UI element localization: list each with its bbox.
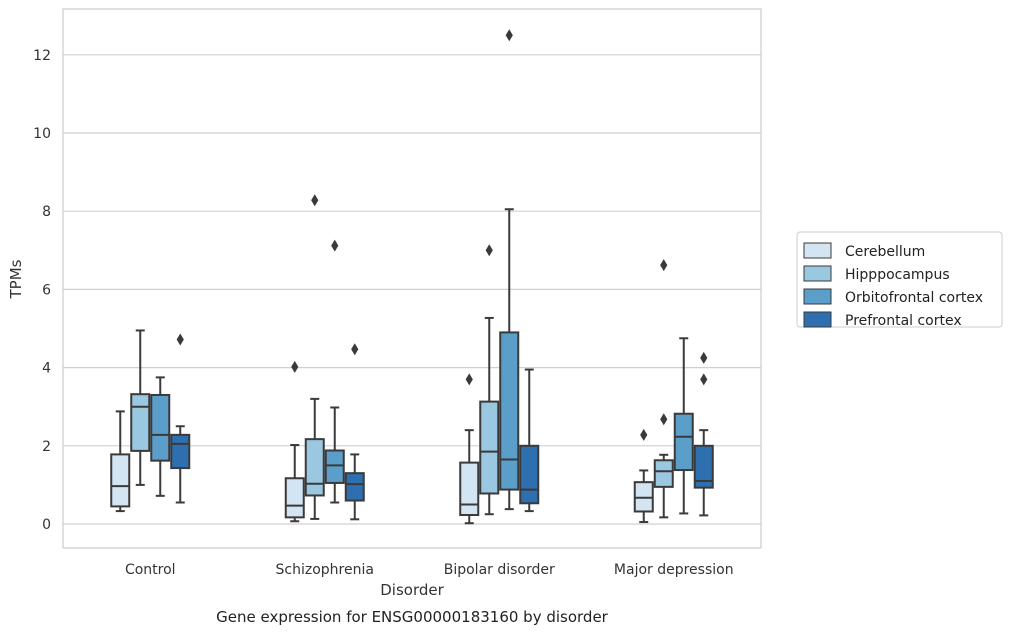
outlier-point [485,244,493,257]
legend-label: Hipppocampus [845,267,950,283]
box-group [499,29,520,511]
outlier-point [176,333,184,346]
y-tick-label: 8 [42,204,51,220]
box-group [459,373,480,525]
box-group [633,428,654,524]
box [284,477,305,519]
box [344,472,365,502]
box [693,444,714,489]
box-group [170,333,191,504]
box-group [130,329,151,486]
outlier-point [291,360,299,373]
y-axis-label: TPMs [7,259,25,299]
box-group [110,410,131,513]
y-tick-label: 4 [42,361,51,377]
x-tick-label: Bipolar disorder [444,562,555,578]
chart-caption: Gene expression for ENSG00000183160 by d… [216,608,609,626]
box [499,331,520,491]
y-tick-label: 2 [42,439,51,455]
box [150,393,171,462]
box-group [150,376,171,497]
outlier-point [660,413,668,426]
x-tick-label: Schizophrenia [276,562,374,578]
box [324,449,345,484]
box [130,393,151,452]
box [479,400,500,495]
box-group [673,337,694,515]
box-group [693,351,714,517]
box [673,412,694,472]
y-tick-labels: 0 2 4 6 8 10 12 [33,48,51,533]
y-tick-label: 12 [33,48,51,64]
x-tick-label: Control [125,562,176,578]
outlier-point [311,194,319,207]
box [459,461,480,517]
outlier-point [700,351,708,364]
outlier-point [351,343,359,356]
plot-frame [62,8,762,549]
y-tick-label: 6 [42,282,51,298]
box [304,438,325,497]
box [653,459,674,488]
x-tick-labels: Control Schizophrenia Bipolar disorder Majo… [125,562,734,578]
outlier-point [660,259,668,272]
legend-frame [796,231,1003,328]
y-tick-label: 0 [42,517,51,533]
box [519,444,540,505]
outlier-point [505,29,513,42]
legend-label: Orbitofrontal cortex [845,290,983,306]
box-group [479,244,500,516]
legend-label: Prefrontal cortex [845,313,962,329]
box-group [519,368,540,513]
x-tick-label: Major depression [614,562,734,578]
outlier-point [640,428,648,441]
box-group [284,360,305,523]
legend-swatch [803,311,832,328]
x-axis-label: Disorder [380,581,444,599]
legend-label: Cerebellum [845,244,925,260]
outlier-point [465,373,473,386]
boxes [110,29,714,525]
box-group [304,194,325,520]
legend-swatch [803,265,832,282]
legend: Cerebellum Hipppocampus Orbitofrontal cort… [796,231,1003,329]
box-group [344,343,365,521]
legend-swatch [803,242,832,259]
outlier-point [700,373,708,386]
box [110,453,131,508]
box-group [324,239,345,504]
legend-swatch [803,288,832,305]
outlier-point [331,239,339,252]
y-tick-label: 10 [33,126,51,142]
box [170,433,191,470]
box-group [653,259,674,519]
